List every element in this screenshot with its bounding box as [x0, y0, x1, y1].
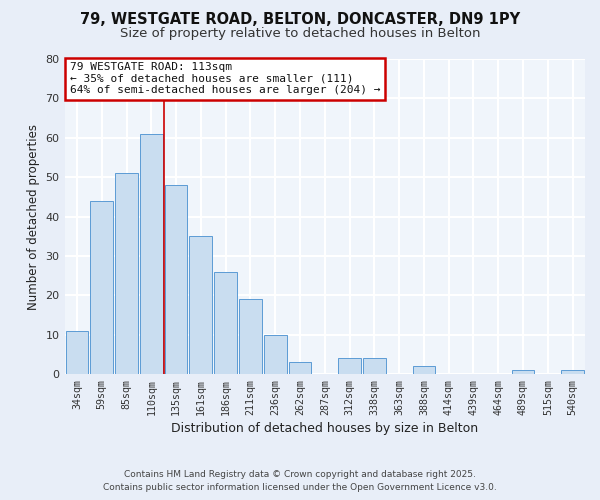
Bar — [164, 185, 187, 374]
X-axis label: Distribution of detached houses by size in Belton: Distribution of detached houses by size … — [171, 422, 478, 435]
Bar — [264, 335, 287, 374]
Y-axis label: Number of detached properties: Number of detached properties — [27, 124, 40, 310]
Bar — [338, 358, 361, 374]
Bar — [561, 370, 584, 374]
Text: Size of property relative to detached houses in Belton: Size of property relative to detached ho… — [120, 28, 480, 40]
Bar — [512, 370, 535, 374]
Bar — [91, 201, 113, 374]
Text: 79 WESTGATE ROAD: 113sqm
← 35% of detached houses are smaller (111)
64% of semi-: 79 WESTGATE ROAD: 113sqm ← 35% of detach… — [70, 62, 380, 96]
Bar — [140, 134, 163, 374]
Bar — [239, 300, 262, 374]
Text: 79, WESTGATE ROAD, BELTON, DONCASTER, DN9 1PY: 79, WESTGATE ROAD, BELTON, DONCASTER, DN… — [80, 12, 520, 28]
Bar — [65, 331, 88, 374]
Bar — [190, 236, 212, 374]
Text: Contains HM Land Registry data © Crown copyright and database right 2025.
Contai: Contains HM Land Registry data © Crown c… — [103, 470, 497, 492]
Bar — [363, 358, 386, 374]
Bar — [413, 366, 436, 374]
Bar — [289, 362, 311, 374]
Bar — [115, 174, 138, 374]
Bar — [214, 272, 237, 374]
